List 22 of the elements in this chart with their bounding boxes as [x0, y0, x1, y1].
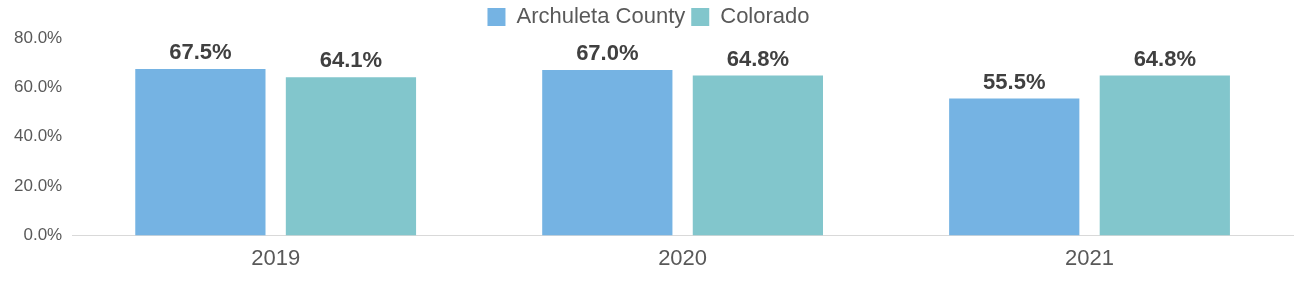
text: 67.5% — [169, 38, 232, 64]
bar — [949, 98, 1080, 236]
y-tick-label: 40.0% — [14, 126, 63, 146]
bar — [542, 70, 673, 236]
y-tick-label: 60.0% — [14, 77, 63, 97]
legend-label: Archuleta County — [516, 3, 686, 29]
text: 64.1% — [319, 47, 383, 73]
y-tick-label: 0.0% — [23, 225, 63, 245]
text: 55.5% — [983, 68, 1046, 94]
y-tick-label: 20.0% — [14, 175, 63, 195]
x-tick-label: 2019 — [251, 244, 301, 270]
bar — [692, 75, 823, 236]
bar — [1099, 75, 1230, 236]
bar — [135, 68, 266, 236]
text: 64.8% — [1133, 45, 1197, 71]
x-tick-label: 2020 — [658, 244, 708, 270]
bar — [285, 77, 417, 236]
text: 64.8% — [726, 45, 790, 71]
legend-label: Colorado — [720, 3, 810, 29]
x-tick-label: 2021 — [1065, 244, 1115, 270]
y-tick-label: 80.0% — [14, 27, 63, 47]
text: 67.0% — [576, 40, 639, 66]
